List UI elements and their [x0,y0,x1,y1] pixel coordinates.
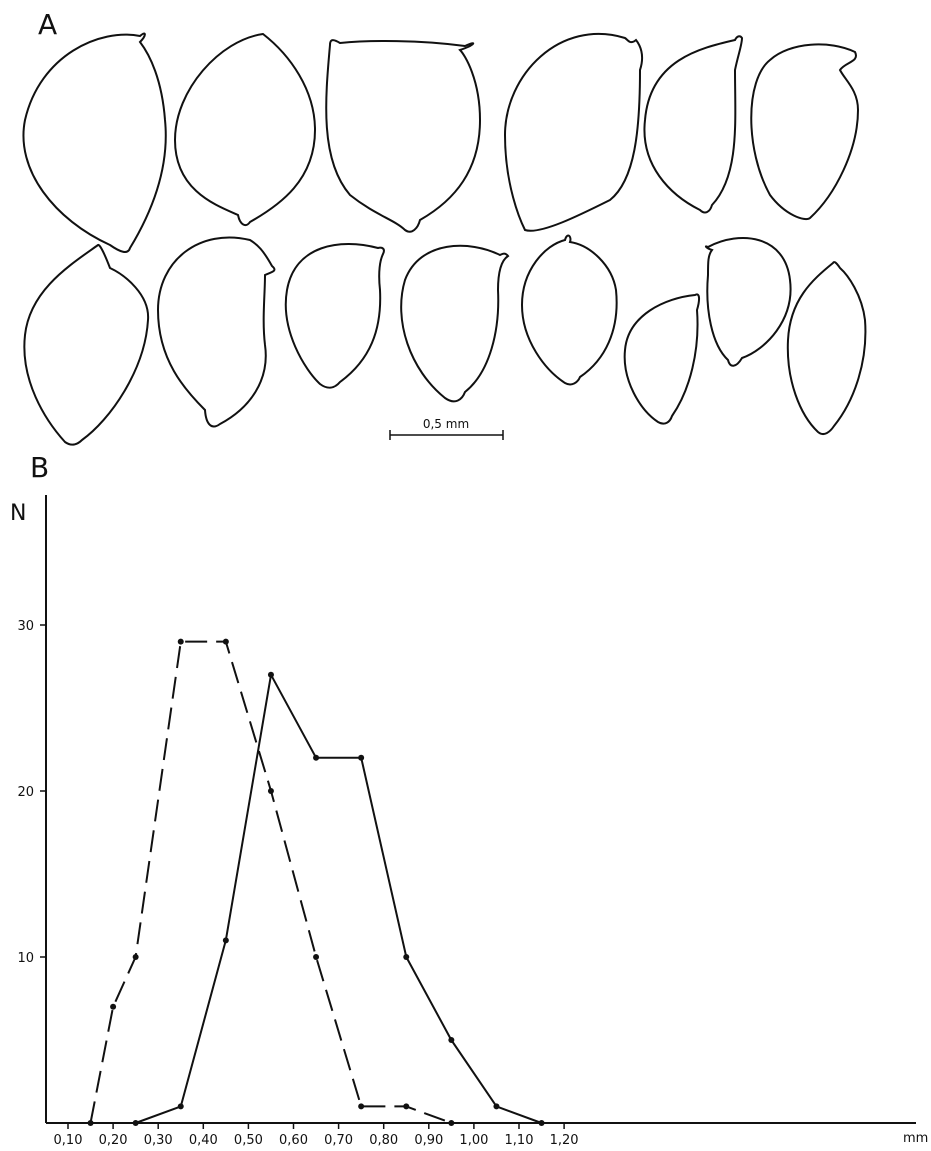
x-tick-label: 0,30 [144,1133,173,1148]
x-tick-label: 0,50 [234,1133,263,1148]
data-point-dashed [222,638,229,645]
x-axis-unit: mm [903,1131,928,1146]
x-tick-label: 1,00 [459,1133,488,1148]
data-point-dashed [313,954,320,960]
x-tick-label: 1,20 [550,1133,579,1148]
data-point-dashed [132,954,139,960]
seed-outline [786,261,867,436]
y-tick-label: 20 [17,785,34,800]
data-point-solid [132,1120,139,1126]
x-tick-label: 1,10 [505,1133,534,1148]
x-tick-label: 0,80 [369,1133,398,1148]
data-point-dashed [358,1103,365,1110]
seed-outline [643,35,744,214]
data-point-solid [493,1103,500,1110]
data-point-solid [538,1120,545,1126]
series-layer [87,638,545,1126]
x-tick-label: 0,70 [324,1133,353,1148]
data-point-solid [267,671,274,678]
data-point-dashed [110,1003,117,1010]
seed-outline [325,39,482,233]
data-point-solid [177,1103,184,1110]
x-tick-label: 0,20 [99,1133,128,1148]
seed-outline [503,32,644,232]
data-point-dashed [403,1103,410,1110]
data-point-solid [403,954,410,960]
x-tick-label: 0,90 [414,1133,443,1148]
data-point-dashed [267,788,274,794]
y-ticks: 10 20 30 [17,619,46,966]
x-ticks: 0,10 0,20 0,30 0,40 0,50 0,60 0,70 0,80 0,90 1,00… [54,1123,579,1148]
data-point-solid [358,754,365,761]
series-line-dashed [89,640,452,1124]
seed-outline [704,237,792,367]
seed-outline [284,243,385,389]
y-axis-label: N [10,501,26,526]
seed-outline [173,32,317,227]
panel-b-label: B [30,451,49,484]
scale-bar: 0,5 mm [389,417,504,440]
seed-outline [23,243,150,446]
series-line-solid [135,673,542,1124]
data-point-dashed [177,638,184,645]
seed-outline [400,244,510,403]
seed-outline [22,32,167,253]
x-tick-label: 0,10 [54,1133,83,1148]
data-point-solid [313,754,320,761]
panel-a-label: A [38,8,57,41]
data-point-dashed [87,1120,94,1126]
seed-outlines [22,32,867,446]
y-tick-label: 30 [17,619,34,634]
seed-outline [623,293,701,425]
seed-outline [750,43,860,220]
chart: N 10 20 30 0,10 0,20 0,30 0,40 0,50 0,60 0,70 0,8… [10,495,928,1148]
scale-bar-label: 0,5 mm [423,417,469,431]
seed-outline [156,236,276,428]
data-point-solid [222,937,229,944]
data-point-solid [448,1037,455,1043]
seed-outline [520,234,618,386]
x-tick-label: 0,40 [189,1133,218,1148]
x-tick-label: 0,60 [279,1133,308,1148]
data-point-dashed [448,1120,455,1126]
y-tick-label: 10 [17,951,34,966]
